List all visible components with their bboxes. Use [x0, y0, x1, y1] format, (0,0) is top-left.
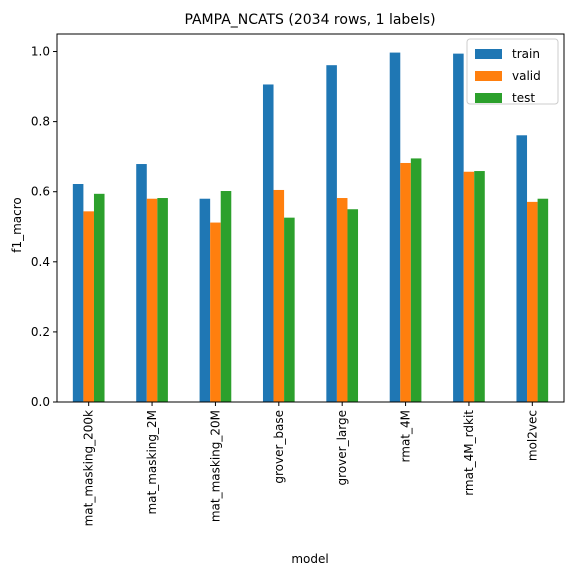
legend-label-test: test: [512, 91, 535, 105]
x-tick-label: grover_base: [272, 410, 286, 484]
y-tick-label: 0.4: [31, 255, 50, 269]
bar-train-grover_large: [326, 65, 337, 402]
y-tick-label: 0.0: [31, 395, 50, 409]
x-tick-label: mat_masking_20M: [208, 410, 222, 522]
x-tick-label: grover_large: [335, 410, 349, 485]
y-tick-label: 0.6: [31, 185, 50, 199]
chart-title: PAMPA_NCATS (2034 rows, 1 labels): [184, 12, 435, 28]
bar-valid-mol2vec: [527, 201, 538, 402]
bar-valid-mat_masking_20M: [210, 222, 221, 402]
bar-test-mat_masking_2M: [157, 198, 168, 402]
bar-test-mat_masking_20M: [220, 191, 232, 402]
y-tick-label: 0.2: [31, 325, 50, 339]
bar-valid-grover_large: [336, 198, 348, 402]
x-axis-label: model: [291, 552, 328, 566]
bar-train-rmat_4M: [389, 52, 401, 402]
legend-swatch-test: [475, 93, 502, 103]
bar-test-mol2vec: [537, 198, 549, 402]
legend-swatch-valid: [475, 71, 502, 81]
legend: train valid test: [466, 38, 559, 105]
bar-train-mat_masking_2M: [136, 164, 147, 402]
plot-area: [56, 33, 565, 403]
bar-test-rmat_4M_rdkit: [474, 171, 485, 402]
y-tick-label: 0.8: [31, 115, 50, 129]
bar-valid-rmat_4M_rdkit: [463, 171, 475, 402]
bar-train-grover_base: [262, 84, 274, 402]
x-tick-label: mat_masking_2M: [145, 410, 159, 515]
plot-frame: [56, 33, 565, 403]
bar-test-grover_base: [284, 217, 295, 402]
bar-valid-rmat_4M: [400, 162, 411, 402]
x-tick-label: rmat_4M_rdkit: [462, 410, 476, 496]
x-tick-label: rmat_4M: [399, 410, 413, 462]
legend-swatch-train: [475, 49, 502, 59]
y-axis-label: f1_macro: [10, 197, 24, 253]
bar-test-rmat_4M: [410, 158, 422, 402]
bar-test-grover_large: [347, 209, 359, 402]
bar-valid-grover_base: [273, 189, 285, 402]
bar-train-mol2vec: [516, 135, 528, 403]
legend-label-train: train: [512, 47, 540, 61]
y-tick-label: 1.0: [31, 45, 50, 59]
bar-train-mat_masking_20M: [199, 198, 211, 402]
bar-valid-mat_masking_2M: [146, 198, 158, 402]
y-axis: 0.0 0.2 0.4 0.6 0.8 1.0: [31, 45, 57, 409]
legend-label-valid: valid: [512, 69, 541, 83]
bar-train-rmat_4M_rdkit: [453, 53, 464, 402]
bar-test-mat_masking_200k: [93, 193, 105, 402]
bar-train-mat_masking_200k: [72, 184, 84, 402]
x-axis: mat_masking_200k mat_masking_2M mat_maskin…: [82, 402, 539, 526]
x-tick-label: mat_masking_200k: [82, 410, 96, 526]
bar-valid-mat_masking_200k: [83, 211, 94, 402]
x-tick-label: mol2vec: [525, 410, 539, 461]
